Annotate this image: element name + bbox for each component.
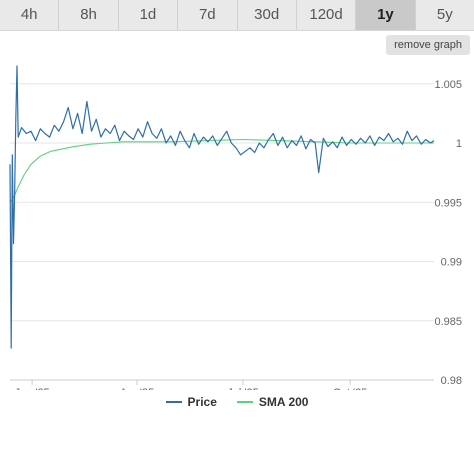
legend-item-price[interactable]: Price <box>165 395 217 409</box>
legend-swatch <box>165 401 182 403</box>
series-line-sma-200 <box>9 138 434 203</box>
y-tick-label: 0.985 <box>434 316 462 328</box>
y-tick-label: 1.005 <box>434 79 462 91</box>
remove-graph-button[interactable]: remove graph <box>386 35 470 55</box>
tab-8h[interactable]: 8h <box>59 0 119 30</box>
tab-4h[interactable]: 4h <box>0 0 60 30</box>
y-tick-label: 0.98 <box>441 375 462 387</box>
series-line-price <box>9 65 435 349</box>
tab-30d[interactable]: 30d <box>238 0 297 30</box>
legend-label: Price <box>187 395 217 409</box>
tab-5y[interactable]: 5y <box>436 6 453 23</box>
chart-legend: Price SMA 200 <box>0 392 474 409</box>
legend-swatch <box>236 401 253 403</box>
legend-item-sma-200[interactable]: SMA 200 <box>236 395 309 409</box>
y-tick-label: 0.99 <box>441 257 462 269</box>
price-chart: 0.98 0.985 0.99 0.995 1 1.005 Jan '25 Apr '25 Ju… <box>9 65 462 390</box>
tab-1y[interactable]: 1y <box>356 0 416 30</box>
x-tick-label: Jul '25 <box>227 387 258 390</box>
x-tick-label: Oct '25 <box>333 387 368 390</box>
x-tick-label: Apr '25 <box>120 387 155 390</box>
y-tick-label: 0.995 <box>434 197 462 209</box>
y-tick-label: 1 <box>456 138 462 150</box>
tab-1d[interactable]: 1d <box>119 0 179 30</box>
tab-120d[interactable]: 120d <box>297 0 357 30</box>
timeframe-tabs: 4h 8h 1d 7d 30d 120d 1y 5y <box>0 0 474 31</box>
tab-7d[interactable]: 7d <box>178 0 238 30</box>
legend-label: SMA 200 <box>258 395 309 409</box>
x-tick-label: Jan '25 <box>15 387 50 390</box>
